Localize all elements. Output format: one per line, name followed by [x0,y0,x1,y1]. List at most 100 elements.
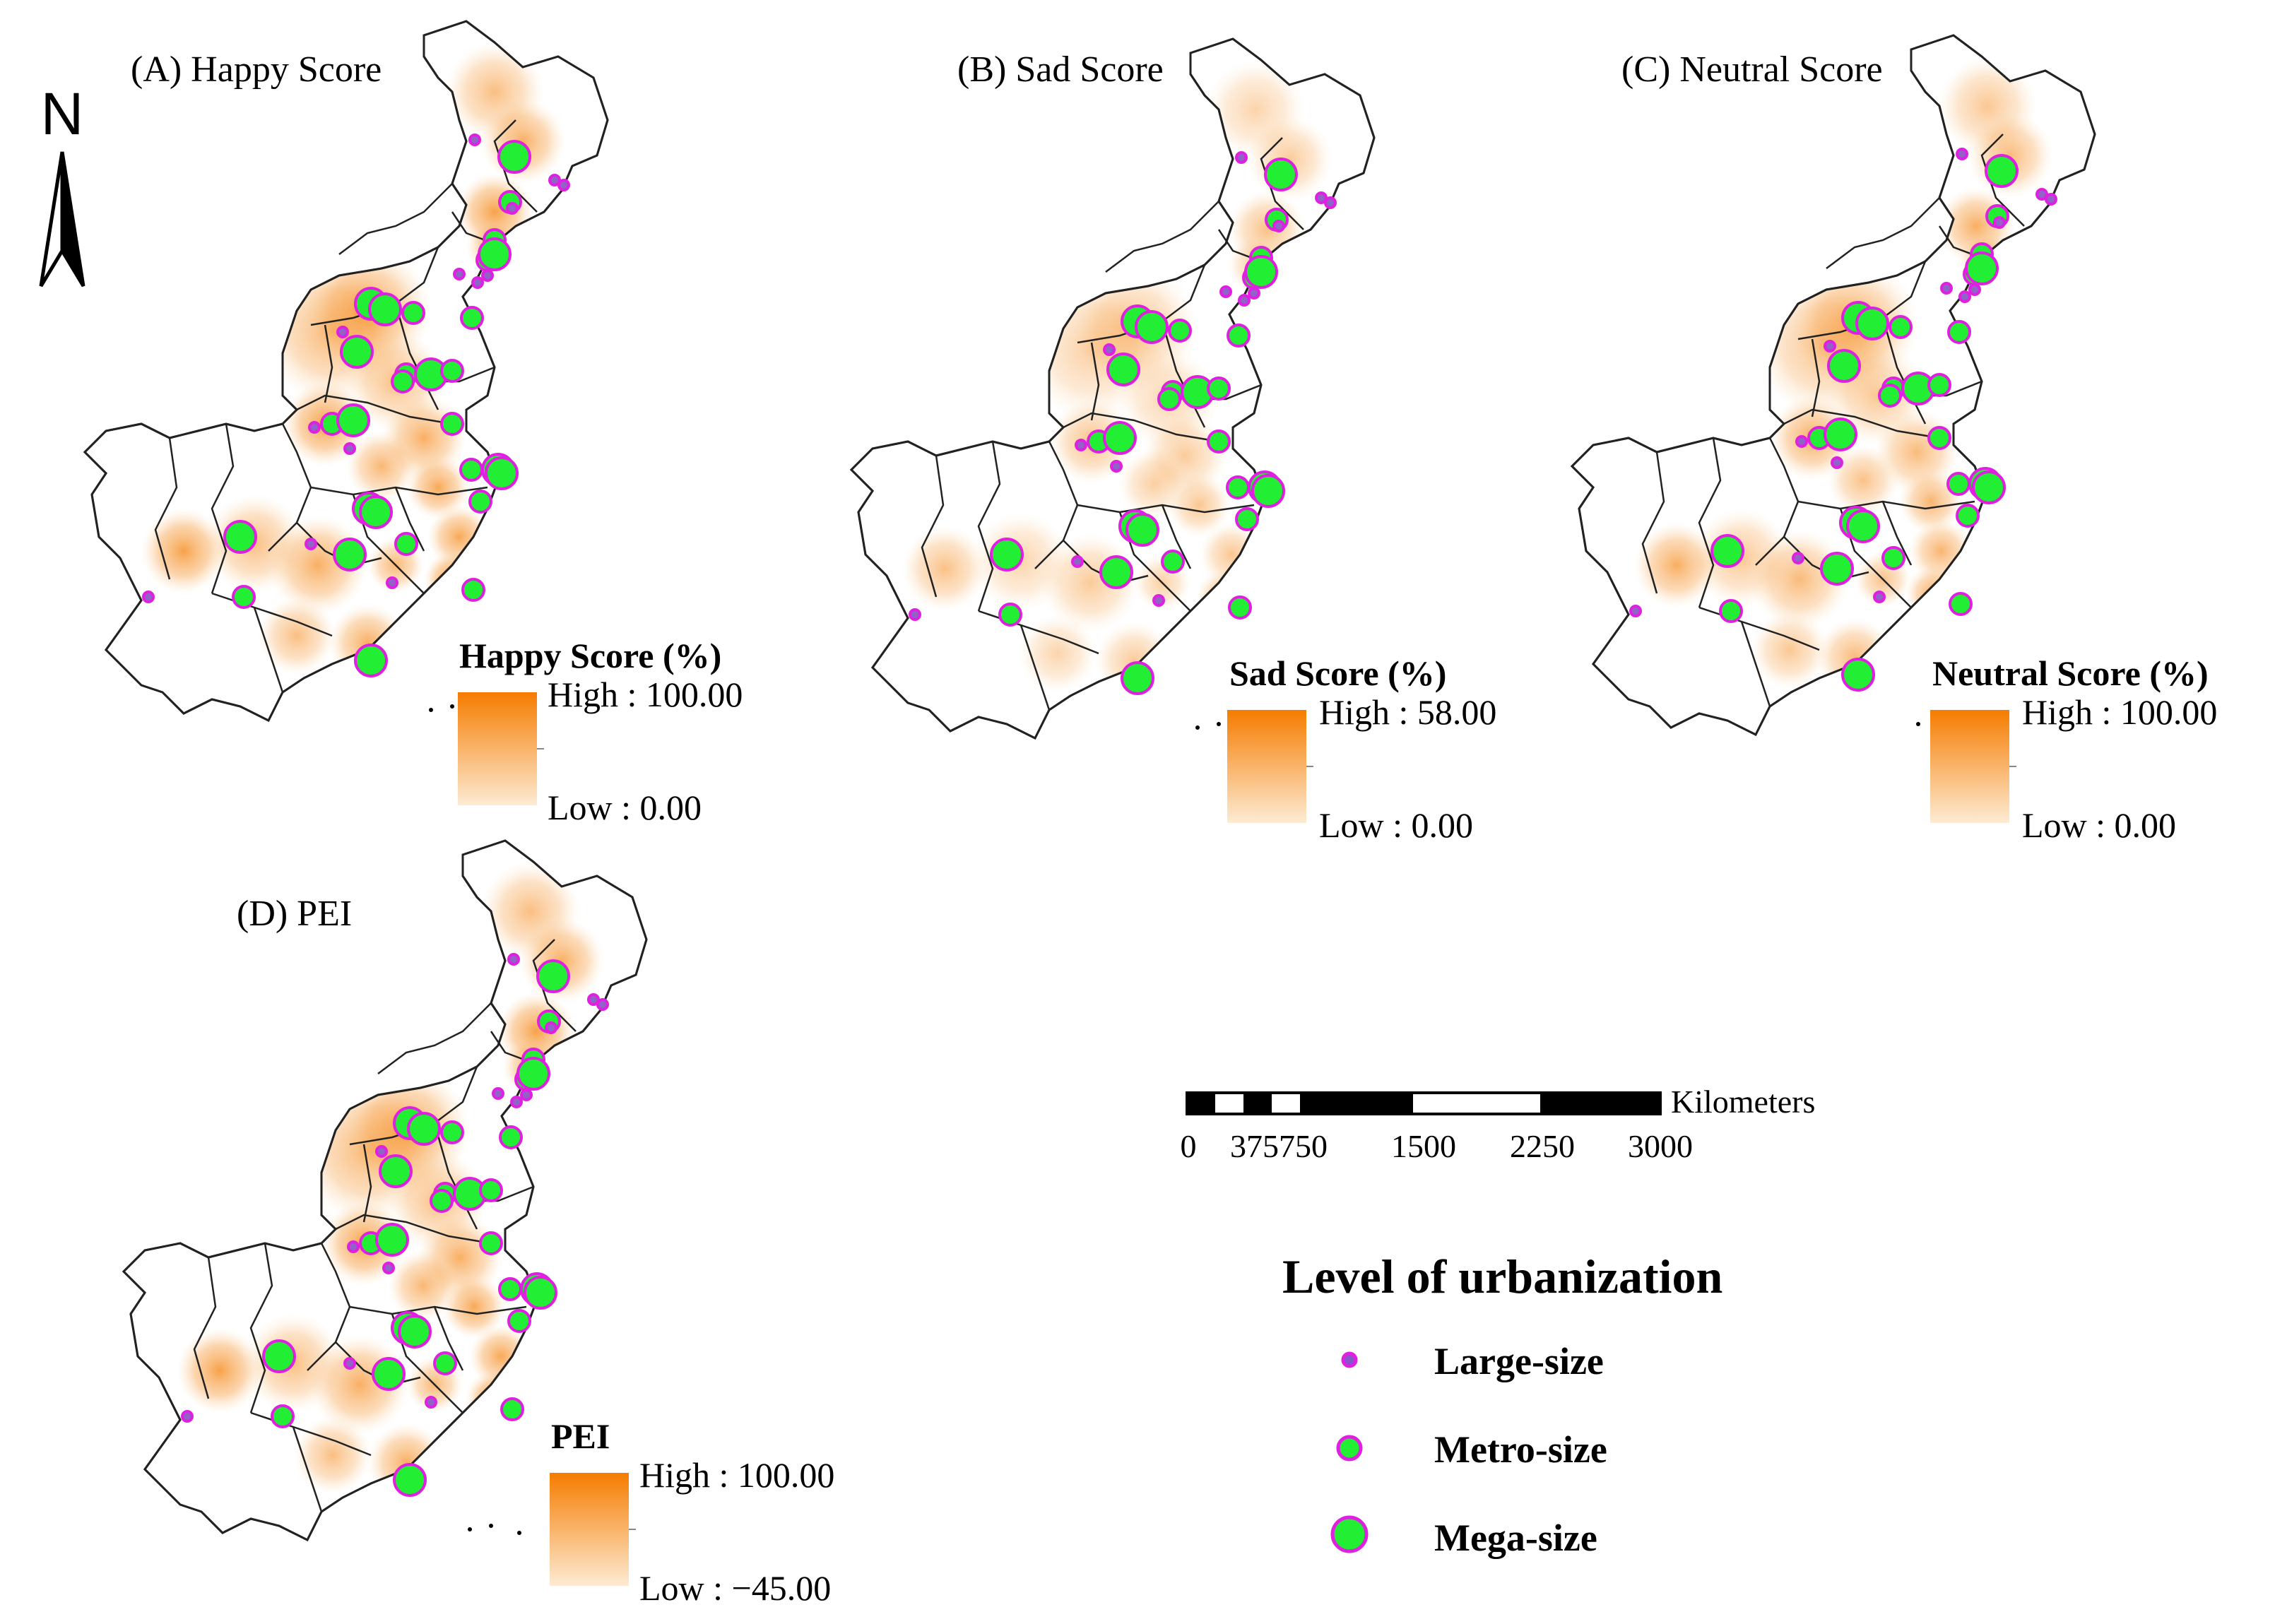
legend-happy: Happy Score (%) High : 100.00 Low : 0.00 [458,636,743,827]
city-mega [1855,307,1889,340]
city-metro [507,1309,531,1333]
province-border [1826,197,1940,269]
city-large [520,1089,533,1101]
city-large [336,326,349,338]
city-metro [460,306,484,330]
city-mega [1972,470,2006,504]
city-mega [1244,255,1278,289]
city-large [492,1087,504,1100]
city-large [587,993,600,1006]
city-large [2035,188,2048,201]
city-metro [1207,429,1231,454]
city-points [181,953,609,1497]
province-border [1698,437,1722,608]
city-mega [478,237,512,271]
city-mega [1103,421,1137,455]
city-mega [516,1057,550,1091]
city-metro [1949,592,1973,616]
city-mega [524,1276,557,1310]
province-border [394,487,425,552]
city-metro [1161,550,1185,574]
city-metro [1889,315,1913,339]
city-mega [1846,509,1880,543]
province-border [977,441,1001,612]
city-metro [1927,373,1951,397]
city-large [382,1262,395,1274]
city-metro [1927,426,1951,450]
city-mega [1106,352,1140,386]
city-mega [1710,534,1744,568]
city-large [343,1357,356,1370]
city-mega [1965,251,1999,285]
city-large [1824,340,1836,352]
province-border [1740,621,1771,707]
city-large [1795,435,1808,448]
city-mega [336,403,370,437]
province-border [1063,412,1219,443]
city-metro [394,532,418,556]
city-metro [1228,595,1252,620]
city-mega [407,1112,441,1146]
island [1195,725,1200,730]
city-mega [379,1154,413,1188]
city-metro [1719,599,1743,623]
panel-neutral-score [1570,34,2096,737]
province-border [1641,451,1665,594]
city-mega [359,495,393,529]
legend-title-pei: PEI [551,1416,610,1456]
city-metro [271,1404,295,1428]
province-border [377,1002,492,1074]
legend-high-pei: High : 100.00 [639,1455,834,1495]
city-metro [1226,475,1250,499]
heat-blob [141,509,226,593]
city-large [468,134,481,146]
province-border [362,1144,372,1223]
city-points [909,151,1337,695]
city-metro [401,301,425,325]
scale-tick-375750: 375750 [1230,1128,1328,1164]
legend-high-sad: High : 58.00 [1319,692,1496,732]
legend-ramp-pei [550,1473,629,1586]
heat-blob [406,456,470,519]
province-border [335,1214,492,1245]
scale-tick-3000: 3000 [1628,1128,1693,1164]
island [489,1524,493,1528]
city-metro [468,490,492,514]
city-large [453,268,466,280]
city-large [1831,456,1843,469]
city-metro [1157,387,1181,411]
island [1916,722,1920,726]
city-metro [479,1178,503,1202]
scale-bar: Kilometers 0 375750 1500 2250 3000 [1181,1084,1816,1164]
province-border [292,1426,323,1512]
island [1217,722,1221,726]
city-large [1238,294,1251,307]
city-metro [1881,546,1905,570]
mega-size-label: Mega-size [1434,1517,1597,1559]
scale-tick-1500: 1500 [1391,1128,1456,1164]
province-border [253,607,284,693]
city-large [1152,594,1165,607]
city-large [386,576,398,589]
heat-blob [902,526,987,611]
city-mega [372,1357,406,1391]
city-mega [340,335,374,369]
city-mega [1985,154,2019,188]
city-mega [1264,158,1298,191]
city-mega [497,140,531,174]
city-mega [368,292,402,326]
legend-sad: Sad Score (%) High : 58.00 Low : 0.00 [1227,653,1496,845]
city-mega [1135,310,1169,344]
heat-blob [1019,615,1097,692]
heat-blob [1828,445,1898,516]
city-large [425,1396,437,1409]
city-large [1958,290,1971,303]
city-large [1272,220,1285,232]
province-border [324,324,333,403]
city-large [1315,191,1328,204]
city-metro [499,1125,523,1149]
urbanization-legend-title: Level of urbanization [1282,1250,1722,1303]
north-label: N [41,81,84,147]
province-border [1090,342,1100,421]
